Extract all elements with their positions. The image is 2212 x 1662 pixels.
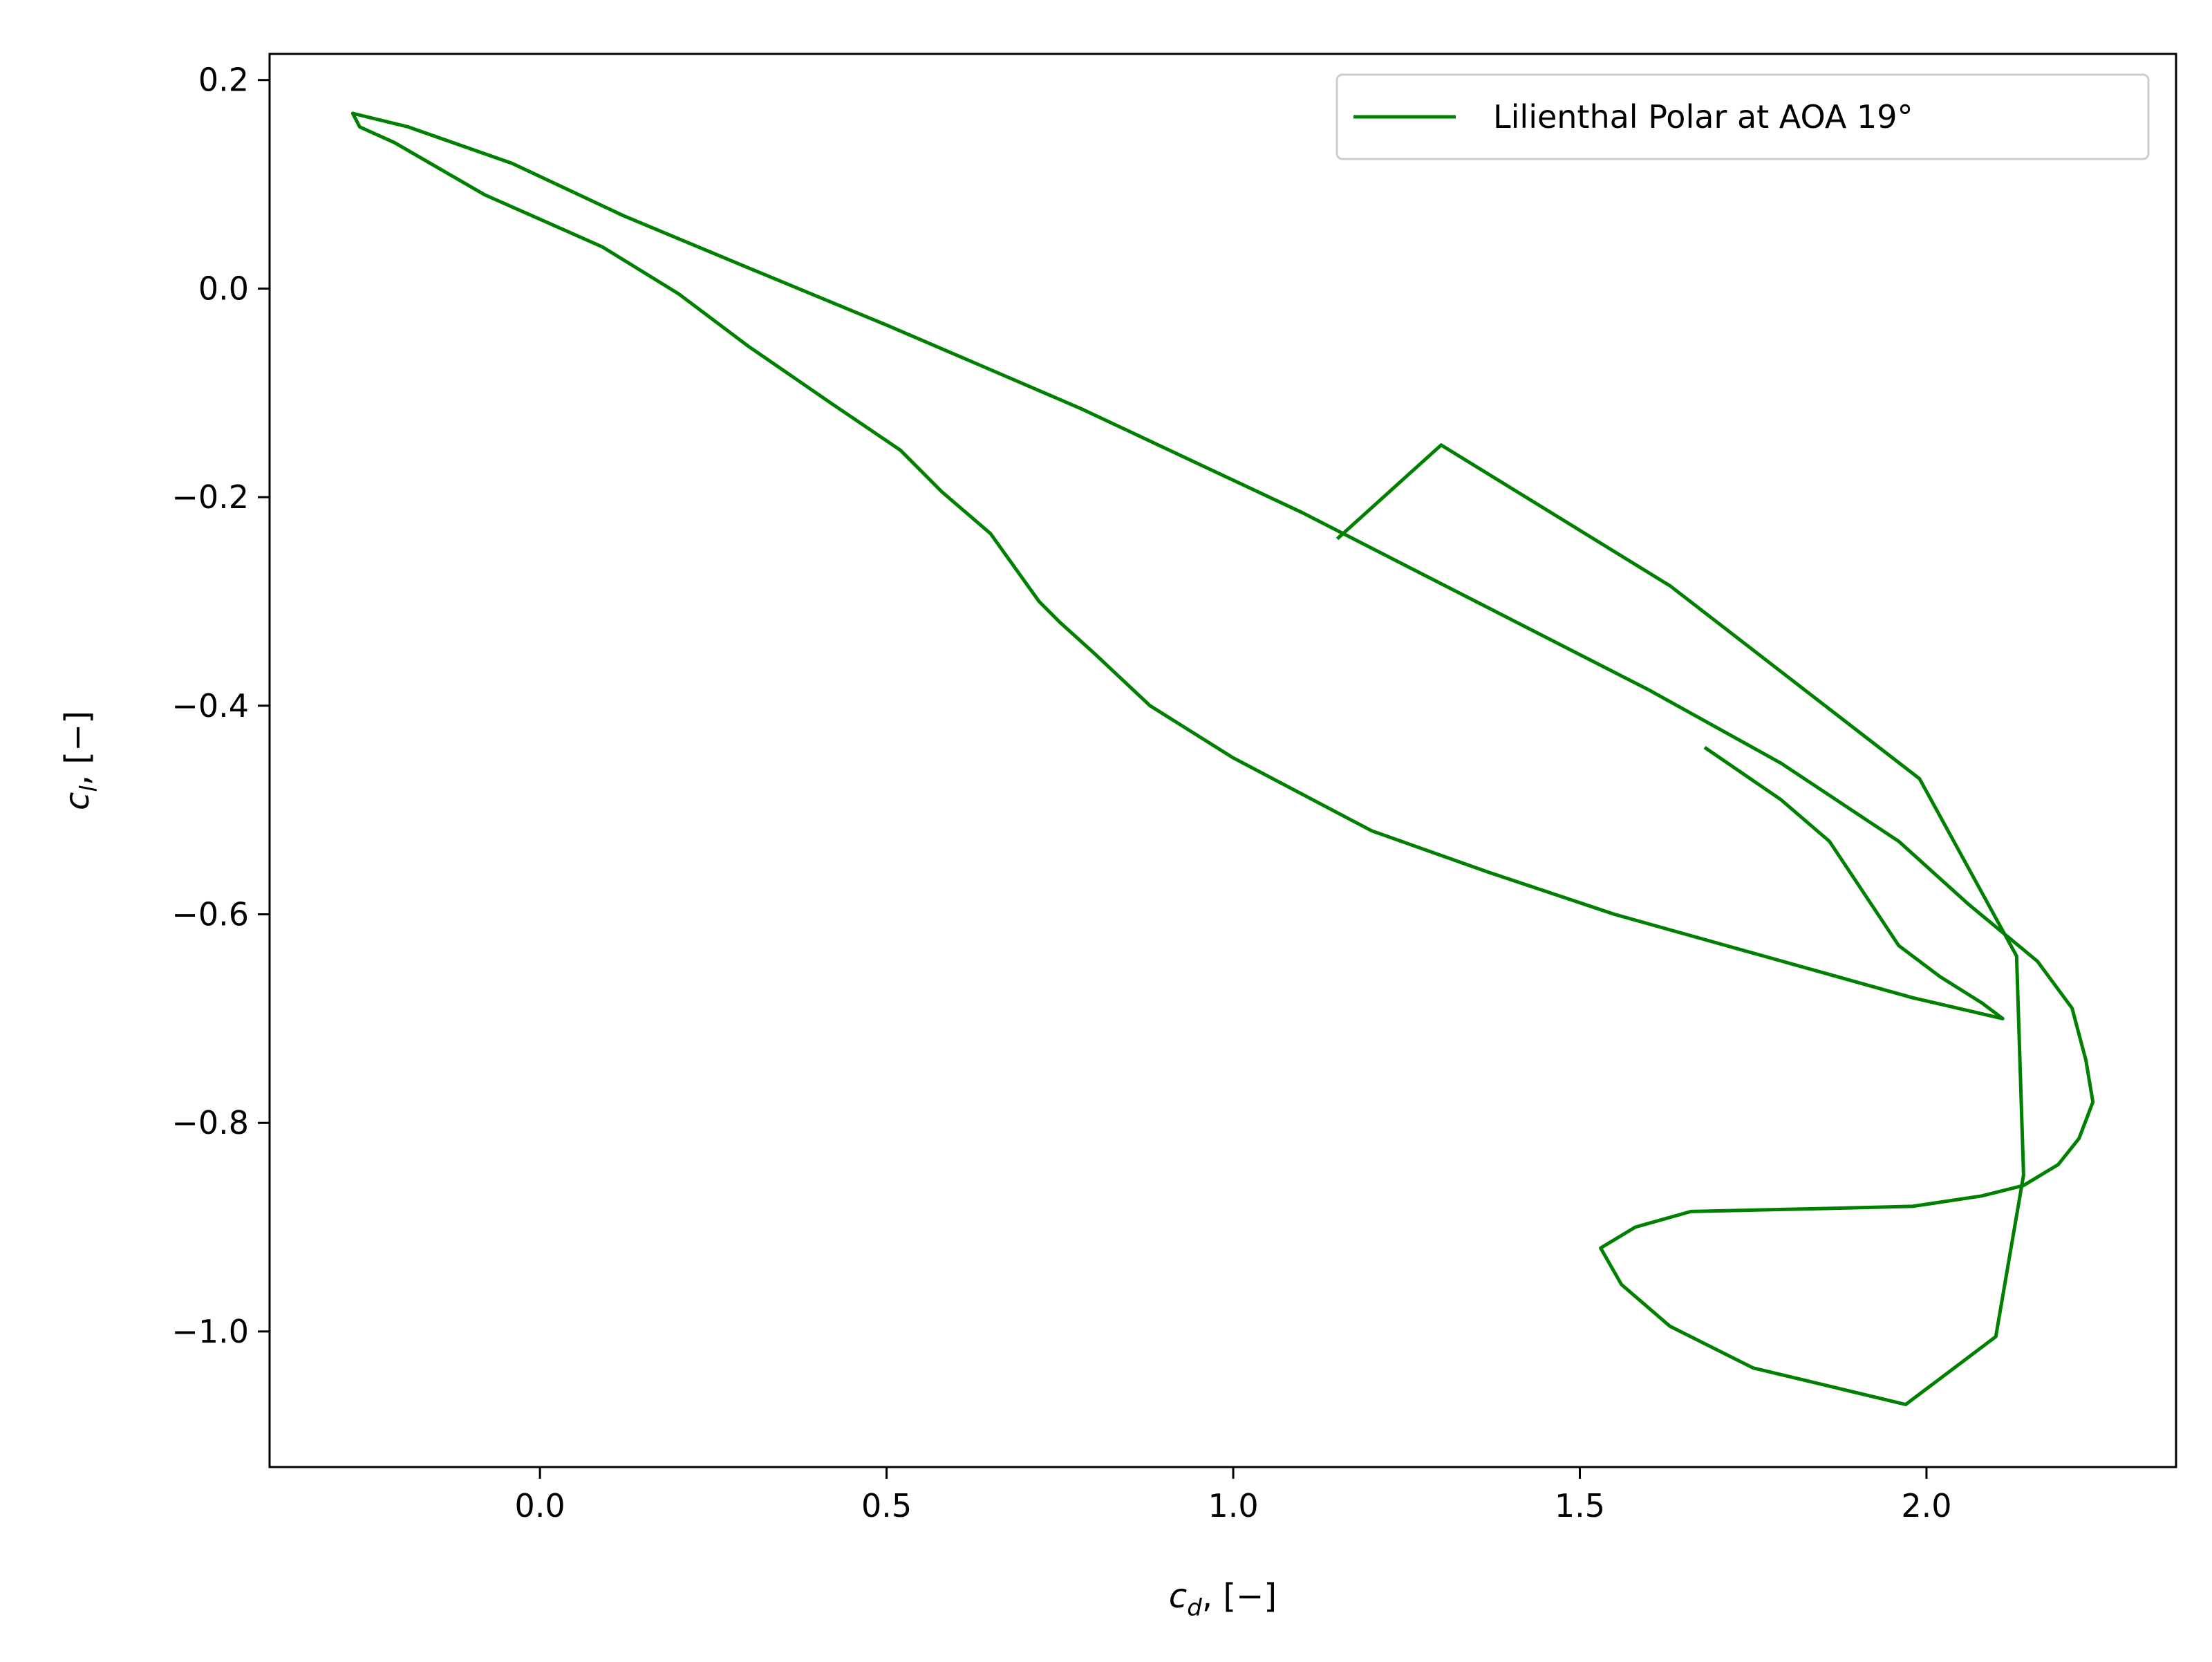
series-layer <box>350 111 2095 1406</box>
x-tick-label: 0.5 <box>861 1487 912 1524</box>
y-tick-label: −0.8 <box>171 1104 249 1141</box>
legend-label: Lilienthal Polar at AOA 19° <box>1493 98 1913 136</box>
y-tick-label: 0.2 <box>198 62 249 99</box>
x-tick-label: 2.0 <box>1901 1487 1951 1524</box>
x-axis-label: cd, [−] <box>1169 1577 1277 1622</box>
y-tick-label: −1.0 <box>171 1313 249 1350</box>
plot-frame <box>268 53 2177 1468</box>
x-tick-label: 1.0 <box>1208 1487 1258 1524</box>
x-axis-ticks: 0.0 0.5 1.0 1.5 2.0 <box>515 1467 1952 1524</box>
y-axis-ticks: 0.2 0.0 −0.2 −0.4 −0.6 −0.8 −1.0 <box>171 62 270 1350</box>
x-tick-label: 0.0 <box>515 1487 565 1524</box>
legend: Lilienthal Polar at AOA 19° <box>1335 73 2150 160</box>
y-tick-label: −0.2 <box>171 478 249 516</box>
x-tick-label: 1.5 <box>1555 1487 1605 1524</box>
y-axis-label: cl, [−] <box>58 711 103 810</box>
y-tick-label: 0.0 <box>198 270 249 307</box>
series-line-0 <box>350 111 2095 1406</box>
y-tick-label: −0.4 <box>171 687 249 725</box>
legend-box <box>1335 73 2150 160</box>
y-tick-label: −0.6 <box>171 896 249 933</box>
